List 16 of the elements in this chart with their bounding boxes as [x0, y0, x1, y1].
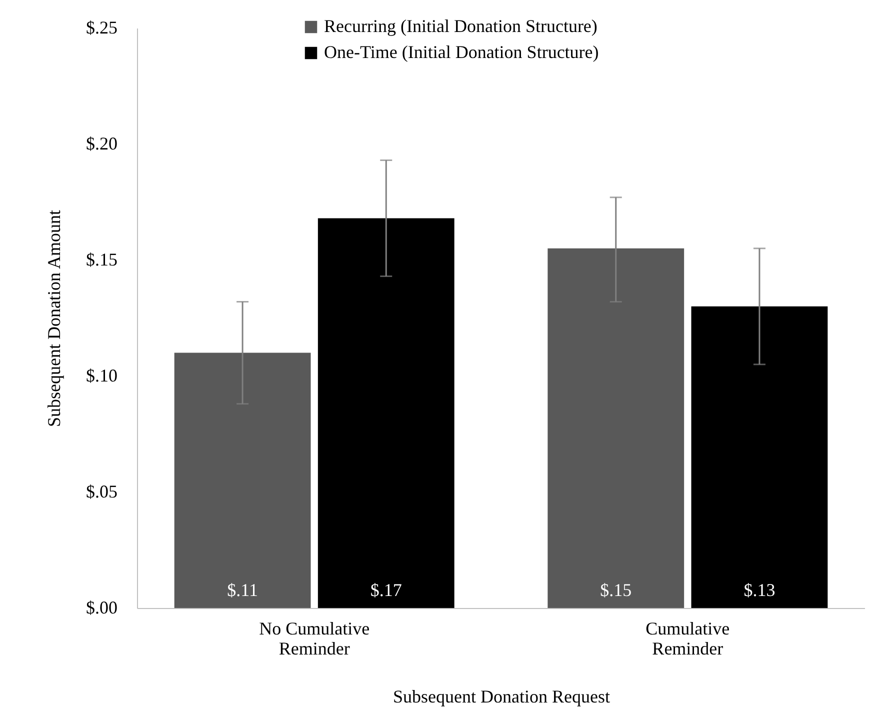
- data-label: $.11: [227, 580, 258, 600]
- y-tick-label: $.20: [86, 134, 118, 154]
- legend-label: Recurring (Initial Donation Structure): [324, 16, 598, 36]
- legend-label: One-Time (Initial Donation Structure): [324, 42, 599, 62]
- y-tick-label: $.00: [86, 598, 118, 618]
- y-tick-label: $.25: [86, 18, 118, 38]
- x-tick-label: No Cumulative Reminder: [259, 618, 370, 658]
- x-axis-title: Subsequent Donation Request: [393, 686, 610, 706]
- x-tick-label: Cumulative Reminder: [646, 618, 730, 658]
- data-label: $.15: [600, 580, 632, 600]
- y-tick-label: $.15: [86, 250, 118, 270]
- data-label: $.17: [370, 580, 402, 600]
- y-tick-label: $.10: [86, 366, 118, 386]
- y-axis-title: Subsequent Donation Amount: [44, 210, 64, 427]
- data-label: $.13: [744, 580, 776, 600]
- y-tick-label: $.05: [86, 482, 118, 502]
